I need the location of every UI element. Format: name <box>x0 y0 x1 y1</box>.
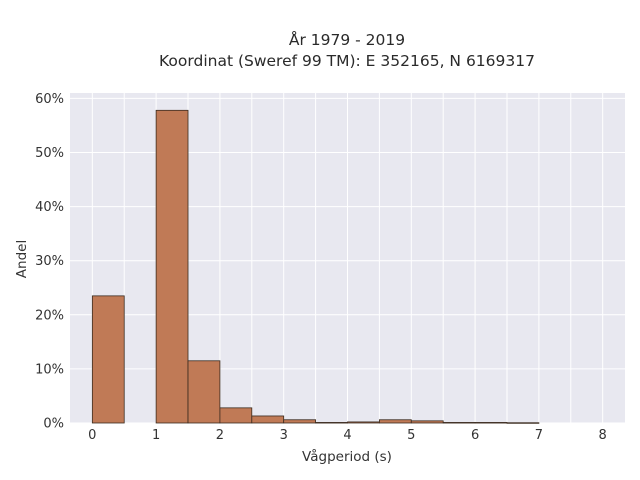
histogram-bar-13 <box>506 422 540 424</box>
x-tick-label: 8 <box>599 428 607 443</box>
histogram-bar-2 <box>155 109 189 424</box>
histogram-bar-4 <box>219 407 253 424</box>
x-axis-ticks: 0 1 2 3 4 5 6 7 8 <box>88 428 607 443</box>
y-tick-label: 30% <box>35 254 64 269</box>
histogram-bar-8 <box>347 421 380 424</box>
y-tick-label: 20% <box>35 308 64 323</box>
y-tick-label: 40% <box>35 200 64 215</box>
histogram-bar-9 <box>378 419 412 424</box>
x-tick-label: 2 <box>216 428 224 443</box>
y-axis-label: Andel <box>14 240 30 278</box>
chart-title-line2: Koordinat (Sweref 99 TM): E 352165, N 61… <box>159 52 535 70</box>
x-tick-label: 7 <box>535 428 543 443</box>
histogram-bar-12 <box>474 422 508 424</box>
y-tick-label: 60% <box>35 92 64 107</box>
x-tick-label: 0 <box>88 428 96 443</box>
histogram-bar-7 <box>315 422 348 424</box>
histogram-bar-11 <box>442 422 476 424</box>
x-axis-label: Vågperiod (s) <box>302 448 392 465</box>
x-tick-label: 3 <box>280 428 288 443</box>
y-tick-label: 0% <box>43 417 64 432</box>
y-axis-ticks: 0% 10% 20% 30% 40% 50% 60% <box>35 92 64 432</box>
histogram-bar-10 <box>410 420 444 424</box>
x-tick-label: 6 <box>471 428 479 443</box>
histogram-bar-0 <box>91 295 125 424</box>
histogram-bar-5 <box>251 415 285 424</box>
x-tick-label: 5 <box>407 428 415 443</box>
chart-title-line1: År 1979 - 2019 <box>289 30 405 49</box>
y-tick-label: 50% <box>35 146 64 161</box>
histogram-bar-3 <box>187 360 221 424</box>
x-tick-label: 1 <box>152 428 160 443</box>
x-tick-label: 4 <box>343 428 351 443</box>
histogram-bar-6 <box>283 419 317 424</box>
histogram-bars <box>91 109 540 424</box>
y-tick-label: 10% <box>35 362 64 377</box>
